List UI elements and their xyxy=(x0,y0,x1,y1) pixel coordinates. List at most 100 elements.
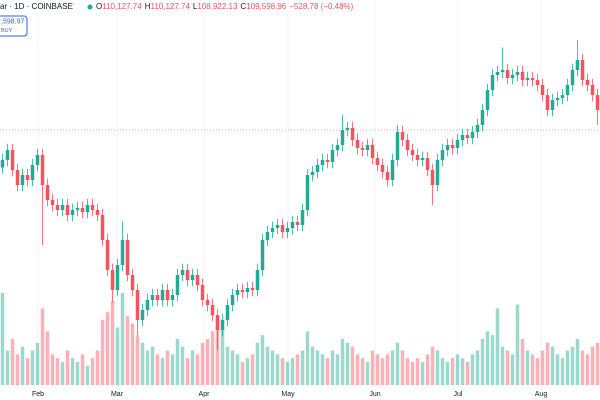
volume-bar xyxy=(45,331,50,385)
candle-body xyxy=(270,228,275,232)
candle-body xyxy=(275,225,280,228)
candle-body xyxy=(420,158,425,160)
candle-body xyxy=(310,172,315,175)
candle-body xyxy=(515,72,520,75)
ohlc-key: O xyxy=(96,2,102,11)
buy-box[interactable] xyxy=(0,15,28,37)
candle-body xyxy=(570,70,575,85)
candle-body xyxy=(335,145,340,150)
ohlc-value: 109,598.96 xyxy=(246,2,287,11)
candle-body xyxy=(550,100,555,110)
candle-body xyxy=(25,175,30,180)
candle-body xyxy=(585,80,590,85)
ohlc-legend: O 110,127.74 H 110,127.74 L 108,922.13 C 109,59… xyxy=(96,2,354,11)
volume-bar xyxy=(200,342,205,385)
candle-body xyxy=(475,125,480,132)
candle-body xyxy=(15,170,20,185)
candle-body xyxy=(55,205,60,210)
volume-bar xyxy=(205,339,210,385)
candle-body xyxy=(410,150,415,155)
candle-body xyxy=(370,145,375,158)
candle-body xyxy=(235,290,240,295)
candle-body xyxy=(500,70,505,72)
buy-price[interactable]: ,598.97 xyxy=(1,18,24,25)
volume-bar xyxy=(320,354,325,385)
candle-body xyxy=(320,160,325,165)
volume-bar xyxy=(355,354,360,385)
candle-body xyxy=(530,78,535,80)
candle-body xyxy=(90,205,95,210)
volume-bar xyxy=(520,339,525,385)
x-tick-label: Jul xyxy=(454,391,463,398)
candle-body xyxy=(295,222,300,225)
candle-body xyxy=(165,290,170,300)
volume-bar xyxy=(135,335,140,385)
volume-bar xyxy=(435,350,440,385)
volume-bar xyxy=(180,346,185,385)
volume-bar xyxy=(190,350,195,385)
ohlc-value: 110,127.74 xyxy=(150,2,190,11)
volume-bar xyxy=(525,350,530,385)
candle-body xyxy=(290,222,295,228)
volume-bar xyxy=(290,358,295,385)
ohlc-key: L xyxy=(193,2,198,11)
candle-body xyxy=(375,158,380,165)
candle-body xyxy=(565,85,570,95)
volume-bar xyxy=(130,323,135,385)
candle-body xyxy=(535,80,540,85)
candle-body xyxy=(110,270,115,290)
candle-body xyxy=(285,228,290,232)
candle-body xyxy=(230,295,235,305)
volume-bar xyxy=(510,354,515,385)
volume-bar xyxy=(220,327,225,385)
candle-body xyxy=(240,290,245,292)
candle-body xyxy=(175,275,180,295)
candle-body xyxy=(145,300,150,310)
volume-bar xyxy=(265,346,270,385)
volume-bar xyxy=(225,346,230,385)
candle-body xyxy=(355,140,360,148)
candle-body xyxy=(405,140,410,150)
volume-bar xyxy=(495,308,500,385)
volume-bar xyxy=(535,358,540,385)
candle-body xyxy=(480,110,485,125)
candle-body xyxy=(580,60,585,80)
volume-bar xyxy=(415,358,420,385)
volume-bar xyxy=(570,346,575,385)
volume-bar xyxy=(85,365,90,385)
candle-body xyxy=(350,128,355,140)
buy-label[interactable]: BUY xyxy=(1,28,13,34)
volume-bar xyxy=(280,358,285,385)
candle-body xyxy=(265,232,270,240)
candle-body xyxy=(305,175,310,210)
volume-bar xyxy=(460,358,465,385)
volume-bar xyxy=(35,342,40,385)
volume-bar xyxy=(390,350,395,385)
volume-bar xyxy=(40,308,45,385)
candle-body xyxy=(525,78,530,80)
candle-body xyxy=(125,240,130,275)
candle-body xyxy=(505,70,510,78)
candle-body xyxy=(20,175,25,185)
volume-bar xyxy=(110,300,115,385)
candle-body xyxy=(455,140,460,148)
candle-body xyxy=(300,210,305,225)
candle-body xyxy=(395,132,400,160)
volume-bar xyxy=(590,346,595,385)
candle-body xyxy=(170,295,175,300)
volume-bar xyxy=(15,354,20,385)
volume-bar xyxy=(490,335,495,385)
candle-body xyxy=(430,170,435,185)
volume-bar xyxy=(185,358,190,385)
candle-body xyxy=(340,130,345,145)
candle-body xyxy=(200,285,205,300)
volume-bar xyxy=(420,362,425,385)
candle-body xyxy=(540,85,545,95)
candle-body xyxy=(35,155,40,165)
volume-bar xyxy=(145,350,150,385)
ohlc-key: H xyxy=(145,2,151,11)
volume-bar xyxy=(95,350,100,385)
candle-body xyxy=(545,95,550,110)
candle-body xyxy=(155,295,160,300)
